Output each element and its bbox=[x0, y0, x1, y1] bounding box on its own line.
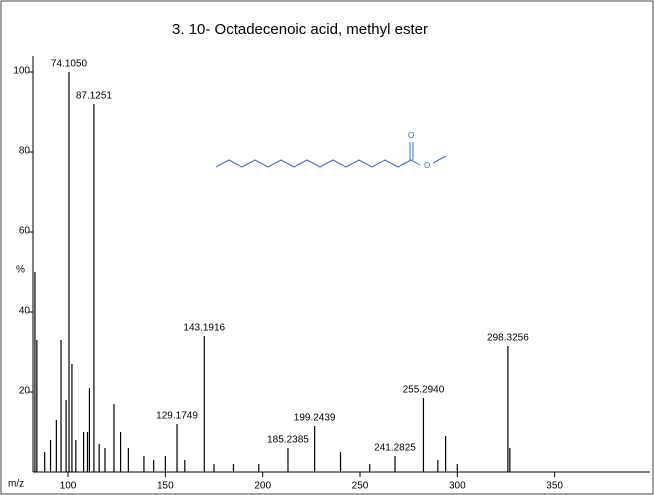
peak-label: 129.1749 bbox=[156, 411, 198, 422]
x-tick-label: 100 bbox=[60, 481, 77, 492]
peak-label: 74.1050 bbox=[51, 59, 88, 70]
y-tick-label: 20 bbox=[19, 386, 31, 397]
x-tick-label: 250 bbox=[352, 481, 369, 492]
peak-label: 255.2940 bbox=[403, 385, 445, 396]
y-tick-label: 60 bbox=[19, 226, 31, 237]
y-tick-label: 100 bbox=[13, 66, 30, 77]
x-tick-label: 200 bbox=[254, 481, 271, 492]
structure bbox=[215, 142, 447, 168]
peak-label: 87.1251 bbox=[76, 91, 113, 102]
x-tick-label: 300 bbox=[449, 481, 466, 492]
x-tick-label: 150 bbox=[157, 481, 174, 492]
x-axis-label: m/z bbox=[8, 479, 24, 490]
carbon-chain bbox=[215, 159, 421, 168]
peak-label: 143.1916 bbox=[183, 323, 225, 334]
peak-label: 241.2825 bbox=[374, 443, 416, 454]
atom-label: O bbox=[424, 161, 430, 170]
atom-label: O bbox=[408, 131, 414, 140]
bond bbox=[432, 155, 447, 164]
y-tick-label: 40 bbox=[19, 306, 31, 317]
peak-label: 199.2439 bbox=[294, 413, 336, 424]
y-tick-label: 80 bbox=[19, 146, 31, 157]
peak-label: 185.2385 bbox=[267, 435, 309, 446]
chart-title: 3. 10- Octadecenoic acid, methyl ester bbox=[172, 21, 428, 38]
x-tick-label: 350 bbox=[546, 481, 563, 492]
y-axis-label: % bbox=[16, 265, 25, 276]
peak-label: 298.3256 bbox=[487, 333, 529, 344]
